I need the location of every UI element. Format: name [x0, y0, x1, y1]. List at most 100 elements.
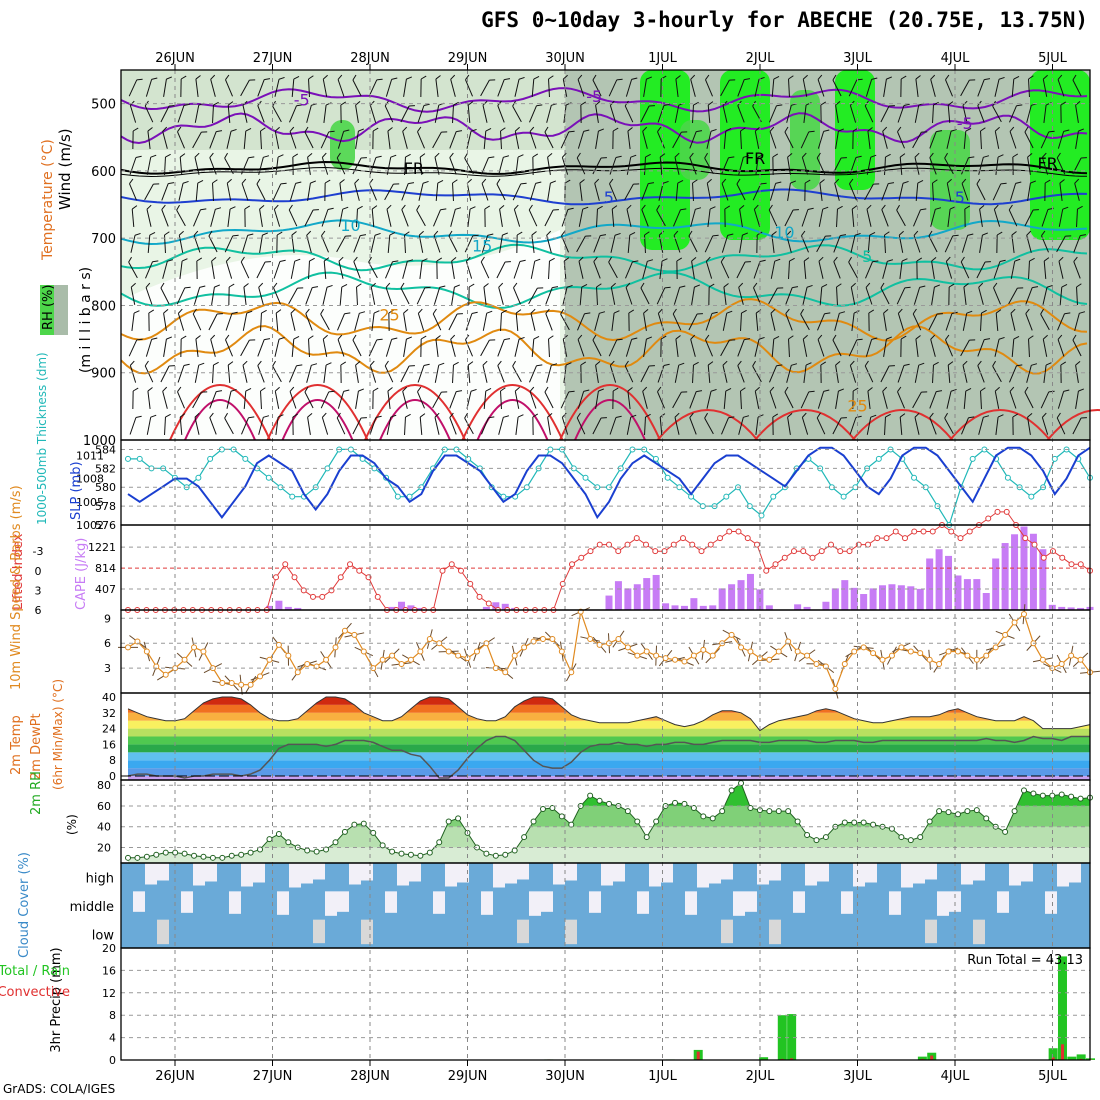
wind-barb	[355, 100, 361, 123]
wind-barb-flag	[1072, 334, 1077, 341]
cape-bar	[718, 588, 726, 610]
wind-speed-line-point	[266, 656, 273, 663]
wind-barb	[432, 308, 442, 331]
wind-barb	[131, 205, 138, 228]
wind-barb-flag	[502, 232, 509, 236]
wind-barb	[737, 360, 745, 383]
wind-barb-staff	[960, 79, 970, 97]
wind-barb	[449, 390, 463, 409]
wind-barb	[788, 335, 794, 358]
wind-barb-flag	[177, 126, 182, 133]
wind-barb	[1042, 334, 1048, 357]
wind-barb-flag	[533, 76, 540, 80]
wind-barb-staff	[770, 261, 776, 279]
wind-barb-flag	[553, 209, 559, 211]
thickness-line-point	[207, 455, 214, 462]
wind-barb-flag	[345, 235, 352, 237]
wind-barb-staff	[355, 131, 359, 149]
wind-barb-flag	[325, 102, 332, 106]
wind-barb	[161, 204, 169, 227]
wind-barb-staff	[1043, 365, 1047, 383]
wind-barb	[275, 414, 284, 435]
wind-barb-flag	[340, 361, 347, 366]
top-date-label: 26JUN	[155, 51, 195, 66]
wind-barb-flag	[145, 282, 151, 288]
wind-barb-flag	[162, 126, 168, 132]
rh-band	[128, 826, 1090, 848]
wind-barb	[739, 204, 745, 227]
wind-barb-staff	[1043, 105, 1047, 123]
wind-barb-flag	[690, 334, 696, 340]
wind-barb-staff	[195, 79, 199, 97]
wind-barb	[323, 362, 332, 383]
wind-barb	[512, 182, 527, 201]
wind-barb	[353, 256, 361, 279]
wind-barb-flag	[289, 126, 295, 132]
wind-barb-flag	[675, 75, 681, 80]
cloud-gap	[565, 863, 577, 881]
isotherm-35	[169, 384, 271, 441]
wind-barb	[963, 388, 972, 410]
cloud-gap	[637, 891, 649, 914]
wind-barb-staff	[323, 365, 327, 383]
wind-barb-staff	[272, 183, 282, 201]
wind-barb	[738, 282, 744, 305]
wind-barb	[499, 232, 509, 253]
wind-barb-flag	[920, 208, 927, 211]
cloud-gap	[301, 863, 313, 884]
wind-barb-staff	[737, 79, 745, 97]
wind-barb	[497, 360, 505, 383]
wind-barb-flag	[690, 74, 696, 80]
wind-barb-flag	[561, 230, 566, 237]
wind-barb	[1008, 204, 1018, 227]
thickness-tick: 576	[95, 519, 116, 532]
wind-barb-staff	[658, 183, 664, 201]
wind-barb	[275, 154, 284, 175]
cloud-gap	[601, 863, 613, 886]
wind-barb-staff	[928, 313, 938, 331]
wind-barb-flag	[902, 180, 909, 184]
wind-barb-staff	[131, 208, 135, 228]
wind-barb	[305, 308, 313, 331]
wind-tick: 6	[104, 637, 111, 650]
isotherm-35	[266, 384, 369, 441]
wind-barb-flag	[915, 335, 921, 340]
wind-barb	[1027, 180, 1037, 201]
wind-barb-flag	[1015, 181, 1022, 184]
panel-border	[120, 947, 1091, 1061]
wind-barb-staff	[768, 287, 778, 305]
wind-barb-flag	[307, 412, 313, 418]
wind-barb-flag	[419, 413, 426, 418]
wind-barb-flag	[229, 206, 236, 210]
wind-barb	[322, 74, 328, 97]
wind-barb-staff	[467, 209, 471, 227]
wind-barb-flag	[724, 205, 731, 210]
wind-barb-flag	[372, 127, 379, 132]
cape-bar	[624, 588, 632, 610]
wind-barb-staff	[624, 365, 634, 383]
precip-total-bar	[1076, 1054, 1086, 1060]
wind-barb-flag	[308, 335, 314, 340]
wind-barb-staff	[867, 131, 871, 149]
wind-barb-flag	[929, 412, 934, 418]
wind-barb-staff	[336, 417, 346, 435]
wind-barb-staff	[705, 313, 713, 331]
wind-barb-flag	[805, 102, 812, 106]
wind-barb	[481, 233, 494, 253]
wind-barb-staff	[305, 313, 313, 331]
wind-barb-flag	[246, 310, 253, 314]
wind-barb	[579, 179, 585, 201]
wind-barb-staff	[640, 287, 650, 305]
wind-barb	[977, 338, 991, 357]
wind-barb-staff	[289, 391, 297, 409]
wind-barb-staff	[179, 261, 183, 279]
cloud-gap	[769, 919, 781, 945]
wind-barb	[146, 154, 157, 175]
wind-barb-staff	[1059, 286, 1063, 306]
wind-barb-staff	[242, 365, 248, 383]
wind-barb	[132, 387, 139, 410]
wind-barb	[515, 414, 524, 435]
wind-speed-line-point	[672, 656, 679, 663]
thickness-line-point	[289, 493, 296, 500]
wind-barb-staff	[403, 79, 407, 97]
